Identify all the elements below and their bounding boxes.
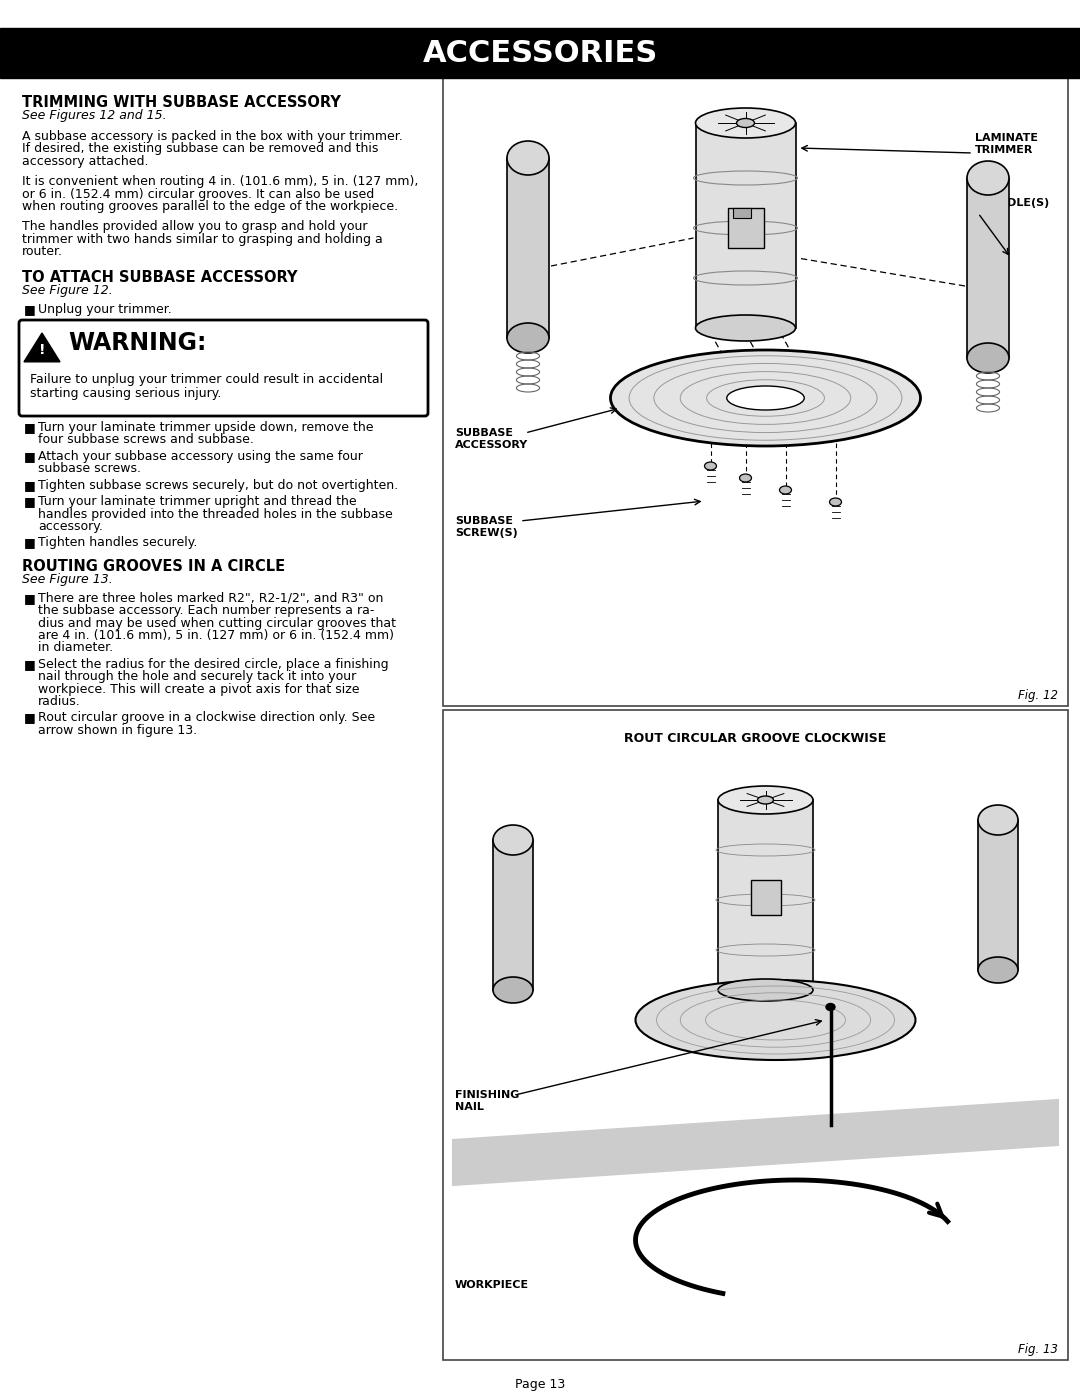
Text: LAMINATE
TRIMMER: LAMINATE TRIMMER bbox=[975, 133, 1038, 155]
Text: router.: router. bbox=[22, 246, 63, 258]
Text: ■: ■ bbox=[24, 479, 36, 492]
Ellipse shape bbox=[492, 826, 534, 855]
Bar bbox=[978, 820, 1018, 970]
Text: are 4 in. (101.6 mm), 5 in. (127 mm) or 6 in. (152.4 mm): are 4 in. (101.6 mm), 5 in. (127 mm) or … bbox=[38, 629, 394, 643]
Ellipse shape bbox=[696, 314, 796, 341]
Text: accessory attached.: accessory attached. bbox=[22, 155, 149, 168]
Text: WORKPIECE: WORKPIECE bbox=[455, 1280, 529, 1289]
Ellipse shape bbox=[492, 977, 534, 1003]
Text: !: ! bbox=[39, 344, 45, 358]
Text: accessory.: accessory. bbox=[38, 520, 103, 534]
Polygon shape bbox=[453, 1099, 1058, 1185]
Text: Page 13: Page 13 bbox=[515, 1377, 565, 1391]
Text: four subbase screws and subbase.: four subbase screws and subbase. bbox=[38, 433, 254, 447]
Text: Turn your laminate trimmer upside down, remove the: Turn your laminate trimmer upside down, … bbox=[38, 420, 374, 434]
Ellipse shape bbox=[978, 805, 1018, 835]
Text: handles provided into the threaded holes in the subbase: handles provided into the threaded holes… bbox=[38, 507, 393, 521]
Bar bbox=[728, 208, 764, 249]
Text: Rout circular groove in a clockwise direction only. See: Rout circular groove in a clockwise dire… bbox=[38, 711, 375, 725]
Bar bbox=[0, 28, 1080, 78]
Ellipse shape bbox=[967, 344, 1009, 373]
Text: The handles provided allow you to grasp and hold your: The handles provided allow you to grasp … bbox=[22, 221, 367, 233]
Text: Select the radius for the desired circle, place a finishing: Select the radius for the desired circle… bbox=[38, 658, 389, 671]
Bar bbox=[967, 177, 1009, 358]
Ellipse shape bbox=[967, 161, 1009, 196]
Ellipse shape bbox=[635, 981, 916, 1060]
Bar bbox=[492, 840, 534, 990]
Text: Attach your subbase accessory using the same four: Attach your subbase accessory using the … bbox=[38, 450, 363, 462]
Ellipse shape bbox=[740, 474, 752, 482]
Text: radius.: radius. bbox=[38, 696, 81, 708]
Text: Fig. 12: Fig. 12 bbox=[1018, 689, 1058, 703]
Text: ROUTING GROOVES IN A CIRCLE: ROUTING GROOVES IN A CIRCLE bbox=[22, 559, 285, 574]
Text: in diameter.: in diameter. bbox=[38, 641, 113, 654]
Ellipse shape bbox=[507, 323, 549, 353]
Text: Tighten subbase screws securely, but do not overtighten.: Tighten subbase screws securely, but do … bbox=[38, 479, 399, 492]
Bar bbox=[507, 158, 549, 338]
Text: ■: ■ bbox=[24, 450, 36, 462]
Ellipse shape bbox=[727, 386, 805, 409]
Text: subbase screws.: subbase screws. bbox=[38, 462, 141, 475]
Ellipse shape bbox=[610, 351, 920, 446]
Text: ■: ■ bbox=[24, 495, 36, 509]
Ellipse shape bbox=[757, 796, 773, 805]
Text: Fig. 13: Fig. 13 bbox=[1018, 1343, 1058, 1356]
Text: See Figure 13.: See Figure 13. bbox=[22, 573, 112, 587]
Text: Unplug your trimmer.: Unplug your trimmer. bbox=[38, 303, 172, 316]
Text: See Figure 12.: See Figure 12. bbox=[22, 284, 112, 298]
Ellipse shape bbox=[826, 1003, 835, 1010]
Text: workpiece. This will create a pivot axis for that size: workpiece. This will create a pivot axis… bbox=[38, 683, 360, 696]
Text: TO ATTACH SUBBASE ACCESSORY: TO ATTACH SUBBASE ACCESSORY bbox=[22, 270, 297, 285]
Bar bbox=[732, 208, 751, 218]
Text: starting causing serious injury.: starting causing serious injury. bbox=[30, 387, 221, 400]
Ellipse shape bbox=[718, 787, 813, 814]
Text: It is convenient when routing 4 in. (101.6 mm), 5 in. (127 mm),: It is convenient when routing 4 in. (101… bbox=[22, 175, 418, 189]
Text: HANDLE(S): HANDLE(S) bbox=[980, 198, 1050, 208]
Text: TRIMMING WITH SUBBASE ACCESSORY: TRIMMING WITH SUBBASE ACCESSORY bbox=[22, 95, 341, 110]
Text: WARNING:: WARNING: bbox=[68, 331, 206, 355]
Ellipse shape bbox=[737, 119, 755, 127]
Ellipse shape bbox=[718, 979, 813, 1002]
Text: There are three holes marked R2", R2-1/2", and R3" on: There are three holes marked R2", R2-1/2… bbox=[38, 592, 383, 605]
Bar bbox=[443, 710, 1068, 1361]
Ellipse shape bbox=[507, 141, 549, 175]
Text: Turn your laminate trimmer upright and thread the: Turn your laminate trimmer upright and t… bbox=[38, 495, 356, 509]
Text: arrow shown in figure 13.: arrow shown in figure 13. bbox=[38, 724, 198, 736]
Bar bbox=[696, 123, 796, 328]
Text: nail through the hole and securely tack it into your: nail through the hole and securely tack … bbox=[38, 671, 356, 683]
Ellipse shape bbox=[829, 497, 841, 506]
Ellipse shape bbox=[704, 462, 716, 469]
Text: Tighten handles securely.: Tighten handles securely. bbox=[38, 536, 198, 549]
Text: ■: ■ bbox=[24, 592, 36, 605]
Ellipse shape bbox=[780, 486, 792, 495]
Text: when routing grooves parallel to the edge of the workpiece.: when routing grooves parallel to the edg… bbox=[22, 200, 399, 212]
Text: ROUT CIRCULAR GROOVE CLOCKWISE: ROUT CIRCULAR GROOVE CLOCKWISE bbox=[624, 732, 887, 745]
Text: ■: ■ bbox=[24, 536, 36, 549]
Ellipse shape bbox=[978, 957, 1018, 983]
Ellipse shape bbox=[696, 108, 796, 138]
FancyBboxPatch shape bbox=[19, 320, 428, 416]
Text: or 6 in. (152.4 mm) circular grooves. It can also be used: or 6 in. (152.4 mm) circular grooves. It… bbox=[22, 187, 375, 201]
Text: ■: ■ bbox=[24, 303, 36, 316]
Text: dius and may be used when cutting circular grooves that: dius and may be used when cutting circul… bbox=[38, 616, 396, 630]
Text: A subbase accessory is packed in the box with your trimmer.: A subbase accessory is packed in the box… bbox=[22, 130, 403, 142]
Text: If desired, the existing subbase can be removed and this: If desired, the existing subbase can be … bbox=[22, 142, 378, 155]
Text: ■: ■ bbox=[24, 420, 36, 434]
Bar bbox=[443, 78, 1068, 705]
Text: trimmer with two hands similar to grasping and holding a: trimmer with two hands similar to graspi… bbox=[22, 233, 382, 246]
Text: See Figures 12 and 15.: See Figures 12 and 15. bbox=[22, 109, 166, 123]
Bar bbox=[718, 800, 813, 990]
Text: ACCESSORIES: ACCESSORIES bbox=[422, 39, 658, 67]
Text: ■: ■ bbox=[24, 658, 36, 671]
Text: SUBBASE
SCREW(S): SUBBASE SCREW(S) bbox=[455, 515, 517, 538]
Text: ■: ■ bbox=[24, 711, 36, 725]
Polygon shape bbox=[24, 332, 60, 362]
Text: the subbase accessory. Each number represents a ra-: the subbase accessory. Each number repre… bbox=[38, 604, 375, 617]
Text: Failure to unplug your trimmer could result in accidental: Failure to unplug your trimmer could res… bbox=[30, 373, 383, 386]
Text: SUBBASE
ACCESSORY: SUBBASE ACCESSORY bbox=[455, 427, 528, 450]
Text: FINISHING
NAIL: FINISHING NAIL bbox=[455, 1090, 519, 1112]
Bar bbox=[751, 880, 781, 915]
